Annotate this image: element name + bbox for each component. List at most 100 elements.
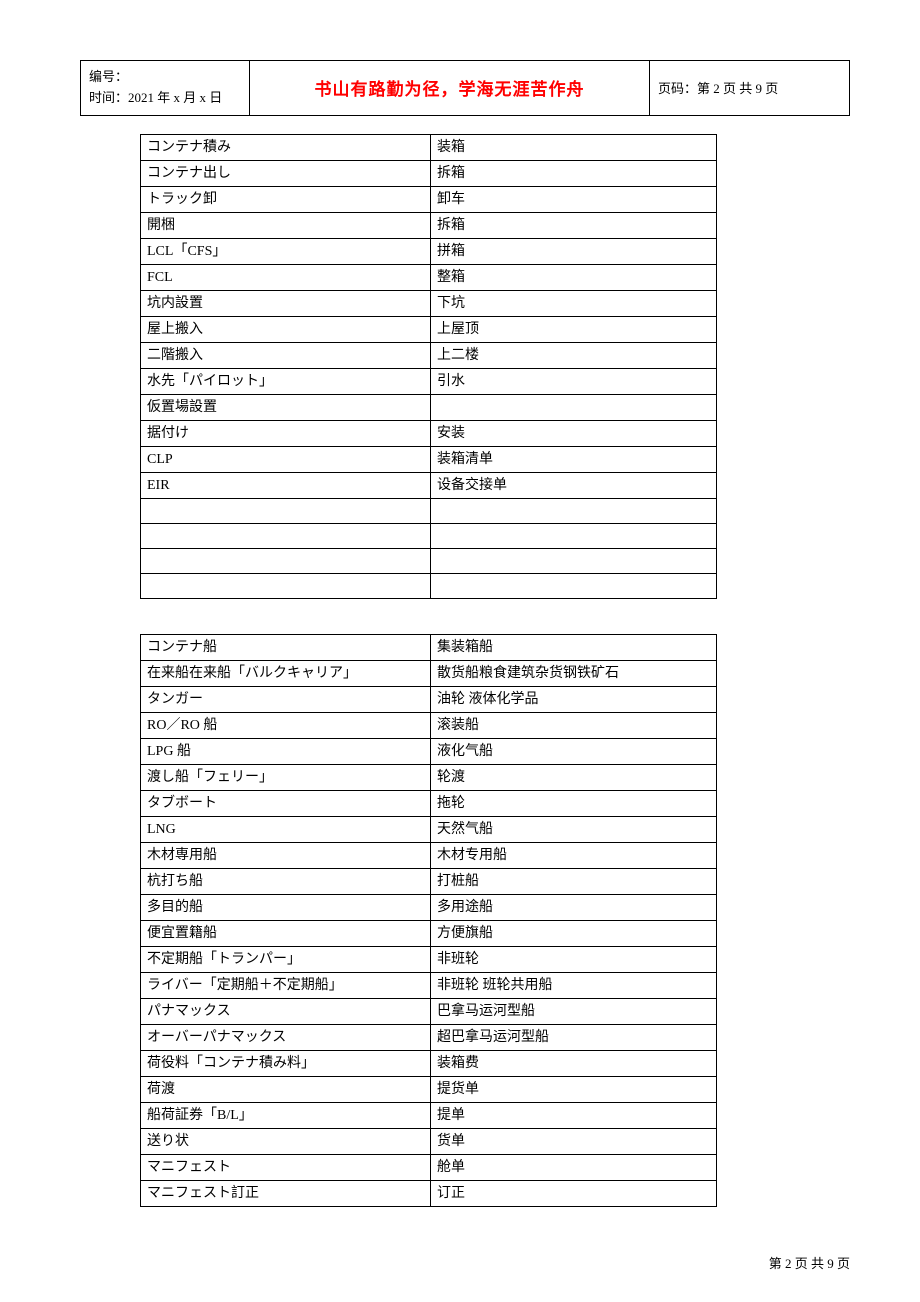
term-cn: 提单 <box>431 1102 717 1128</box>
term-jp: コンテナ積み <box>141 134 431 160</box>
table-row: 荷役料「コンテナ積み料」装箱费 <box>141 1050 717 1076</box>
term-cn: 木材专用船 <box>431 842 717 868</box>
term-jp: EIR <box>141 472 431 498</box>
glossary-table-1: コンテナ積み装箱 コンテナ出し拆箱 トラック卸卸车 開梱拆箱 LCL「CFS」拼… <box>140 134 717 599</box>
term-cn: 液化气船 <box>431 738 717 764</box>
term-cn: 拼箱 <box>431 238 717 264</box>
term-jp: ライバー「定期船＋不定期船」 <box>141 972 431 998</box>
term-jp: FCL <box>141 264 431 290</box>
term-cn: 上二楼 <box>431 342 717 368</box>
term-jp <box>141 498 431 523</box>
table-row: LCL「CFS」拼箱 <box>141 238 717 264</box>
term-jp: コンテナ船 <box>141 634 431 660</box>
term-jp: マニフェスト <box>141 1154 431 1180</box>
term-cn: 打桩船 <box>431 868 717 894</box>
term-jp: 仮置場設置 <box>141 394 431 420</box>
term-cn: 上屋顶 <box>431 316 717 342</box>
term-jp: パナマックス <box>141 998 431 1024</box>
header-mid-cell: 书山有路勤为径，学海无涯苦作舟 <box>250 61 650 115</box>
term-cn: 设备交接单 <box>431 472 717 498</box>
term-jp <box>141 573 431 598</box>
term-cn: 轮渡 <box>431 764 717 790</box>
term-cn: 方便旗船 <box>431 920 717 946</box>
term-cn: 装箱 <box>431 134 717 160</box>
term-cn: 油轮 液体化学品 <box>431 686 717 712</box>
term-jp: 据付け <box>141 420 431 446</box>
serial-label: 编号： <box>89 67 241 88</box>
table-row: トラック卸卸车 <box>141 186 717 212</box>
table-row: 二階搬入上二楼 <box>141 342 717 368</box>
header-left-cell: 编号： 时间：2021 年 x 月 x 日 <box>81 61 250 115</box>
term-jp <box>141 548 431 573</box>
term-jp: 木材専用船 <box>141 842 431 868</box>
term-jp: 開梱 <box>141 212 431 238</box>
table-row: 船荷証券「B/L」提单 <box>141 1102 717 1128</box>
table-row: マニフェスト舱单 <box>141 1154 717 1180</box>
term-jp: LCL「CFS」 <box>141 238 431 264</box>
table-row <box>141 523 717 548</box>
term-jp: LPG 船 <box>141 738 431 764</box>
term-jp: 渡し船「フェリー」 <box>141 764 431 790</box>
term-jp: 荷役料「コンテナ積み料」 <box>141 1050 431 1076</box>
table-row: EIR设备交接单 <box>141 472 717 498</box>
table-row <box>141 548 717 573</box>
table-row: 荷渡提货单 <box>141 1076 717 1102</box>
term-cn: 巴拿马运河型船 <box>431 998 717 1024</box>
table-row: オーバーパナマックス超巴拿马运河型船 <box>141 1024 717 1050</box>
table-row: 杭打ち船打桩船 <box>141 868 717 894</box>
document-page: 编号： 时间：2021 年 x 月 x 日 书山有路勤为径，学海无涯苦作舟 页码… <box>0 0 920 1302</box>
table-row: 開梱拆箱 <box>141 212 717 238</box>
term-jp: 荷渡 <box>141 1076 431 1102</box>
table-row: 水先「パイロット」引水 <box>141 368 717 394</box>
table-row: LNG天然气船 <box>141 816 717 842</box>
table-row: RO／RO 船滚装船 <box>141 712 717 738</box>
term-cn: 拖轮 <box>431 790 717 816</box>
table-row: コンテナ船集装箱船 <box>141 634 717 660</box>
table-row: 渡し船「フェリー」轮渡 <box>141 764 717 790</box>
term-cn: 舱单 <box>431 1154 717 1180</box>
term-cn: 拆箱 <box>431 160 717 186</box>
term-cn: 卸车 <box>431 186 717 212</box>
table-row: 多目的船多用途船 <box>141 894 717 920</box>
table-row: CLP装箱清单 <box>141 446 717 472</box>
term-cn <box>431 573 717 598</box>
term-cn: 整箱 <box>431 264 717 290</box>
table-row <box>141 498 717 523</box>
table-row: 不定期船「トランパー」非班轮 <box>141 946 717 972</box>
table-row: 屋上搬入上屋顶 <box>141 316 717 342</box>
term-cn <box>431 523 717 548</box>
table-row: 仮置場設置 <box>141 394 717 420</box>
term-cn: 非班轮 <box>431 946 717 972</box>
term-cn: 滚装船 <box>431 712 717 738</box>
page-label: 页码：第 2 页 共 9 页 <box>658 78 778 97</box>
term-jp: 在来船在来船「バルクキャリア」 <box>141 660 431 686</box>
table-row: ライバー「定期船＋不定期船」非班轮 班轮共用船 <box>141 972 717 998</box>
term-jp: マニフェスト訂正 <box>141 1180 431 1206</box>
footer-page-number: 第 2 页 共 9 页 <box>769 1253 850 1272</box>
table-row: コンテナ積み装箱 <box>141 134 717 160</box>
table-row <box>141 573 717 598</box>
header-box: 编号： 时间：2021 年 x 月 x 日 书山有路勤为径，学海无涯苦作舟 页码… <box>80 60 850 116</box>
term-cn: 拆箱 <box>431 212 717 238</box>
table-row: LPG 船液化气船 <box>141 738 717 764</box>
term-jp: タンガー <box>141 686 431 712</box>
term-jp: 二階搬入 <box>141 342 431 368</box>
term-jp: コンテナ出し <box>141 160 431 186</box>
term-cn: 引水 <box>431 368 717 394</box>
glossary-table-2: コンテナ船集装箱船 在来船在来船「バルクキャリア」散货船粮食建筑杂货钢铁矿石 タ… <box>140 634 717 1207</box>
term-jp: 不定期船「トランパー」 <box>141 946 431 972</box>
term-jp: オーバーパナマックス <box>141 1024 431 1050</box>
term-cn: 散货船粮食建筑杂货钢铁矿石 <box>431 660 717 686</box>
table-row: パナマックス巴拿马运河型船 <box>141 998 717 1024</box>
term-jp: LNG <box>141 816 431 842</box>
term-cn: 提货单 <box>431 1076 717 1102</box>
term-cn: 装箱费 <box>431 1050 717 1076</box>
table-row: タンガー油轮 液体化学品 <box>141 686 717 712</box>
table-row: 便宜置籍船方便旗船 <box>141 920 717 946</box>
term-jp: タブボート <box>141 790 431 816</box>
term-jp: 多目的船 <box>141 894 431 920</box>
term-cn <box>431 394 717 420</box>
term-jp: 便宜置籍船 <box>141 920 431 946</box>
term-cn <box>431 498 717 523</box>
table-row: 在来船在来船「バルクキャリア」散货船粮食建筑杂货钢铁矿石 <box>141 660 717 686</box>
